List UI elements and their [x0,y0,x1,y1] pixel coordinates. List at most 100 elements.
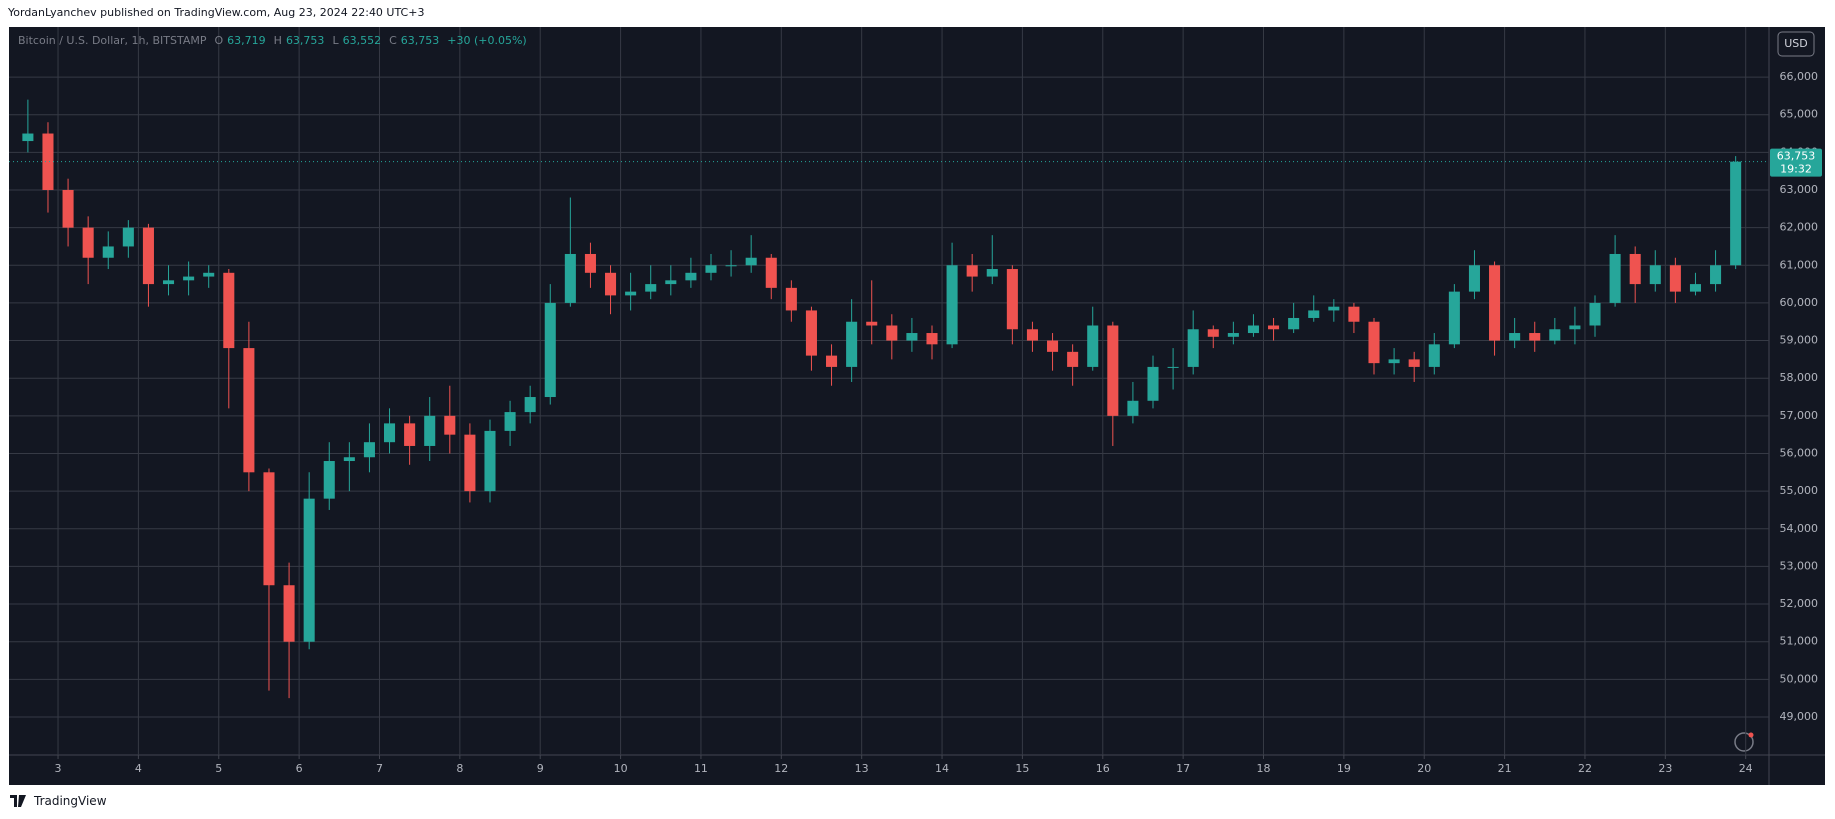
candle-body [444,415,456,435]
replay-icon[interactable] [1734,732,1754,752]
x-tick-label: 4 [135,762,142,775]
x-tick-label: 20 [1417,762,1431,775]
y-tick-label: 53,000 [1780,559,1819,572]
candle-body [122,227,134,247]
candle-body [404,423,416,446]
y-tick-label: 49,000 [1780,710,1819,723]
y-tick-label: 59,000 [1780,334,1819,347]
candle-body [163,280,175,285]
x-tick-label: 6 [296,762,303,775]
x-tick-label: 7 [376,762,383,775]
y-tick-label: 52,000 [1780,597,1819,610]
candle-body [826,355,838,367]
candle-body [263,472,275,586]
y-tick-label: 65,000 [1780,108,1819,121]
footer: TradingView [10,794,107,808]
candle-body [564,253,576,303]
x-tick-label: 19 [1337,762,1351,775]
candle-body [745,257,757,266]
candle-body [685,272,697,281]
candle-body [183,276,195,281]
y-tick-label: 56,000 [1780,446,1819,459]
candle-body [1689,284,1701,292]
x-tick-label: 23 [1658,762,1672,775]
candle-body [1147,366,1159,401]
candle-body [1288,317,1300,330]
candle-body [645,284,657,292]
last-price-tag [1770,148,1822,177]
symbol-legend: Bitcoin / U.S. Dollar, 1h, BITSTAMP O 63,… [18,34,527,47]
candle-body [785,287,797,311]
candle-body [1710,265,1722,285]
candle-body [846,321,858,367]
change-value: +30 (+0.05%) [447,34,527,47]
candle-body [1569,325,1581,330]
candle-body [1368,321,1380,364]
ohlc-key: H [273,34,282,47]
y-tick-label: 50,000 [1780,672,1819,685]
x-tick-label: 10 [614,762,628,775]
candle-body [1408,359,1420,367]
candle-body [926,333,938,345]
candle-body [725,265,737,267]
symbol: Bitcoin / U.S. Dollar, 1h, BITSTAMP [18,34,207,47]
candle-body [1609,253,1621,303]
candle-body [1006,269,1018,330]
candle-body [1529,333,1541,341]
notification-dot [1748,732,1754,738]
currency-button[interactable] [1777,31,1815,57]
candle-body [866,321,878,326]
candle-body [705,265,717,273]
candle-body [1509,333,1521,341]
currency-label: USD [1784,37,1808,50]
x-tick-label: 3 [55,762,62,775]
candle-body [22,133,34,142]
candle-body [805,310,817,356]
candle-body [665,280,677,285]
x-tick-label: 9 [537,762,544,775]
candle-body [1107,325,1119,416]
y-tick-label: 51,000 [1780,635,1819,648]
candle-body [102,246,114,258]
candle-body [223,272,235,349]
candle-body [62,189,74,228]
candle-body [605,272,617,296]
candle-body [1268,325,1280,330]
candle-body [886,325,898,341]
candle-body [986,269,998,277]
y-tick-label: 55,000 [1780,484,1819,497]
candle-body [323,461,335,499]
candle-body [584,253,596,273]
candle-body [946,265,958,345]
candle-body [82,227,94,258]
y-tick-label: 63,000 [1780,183,1819,196]
candle-body [1589,302,1601,326]
grid [9,27,1769,755]
candle-body [1348,306,1360,322]
candle-body [283,585,295,642]
x-tick-label: 5 [215,762,222,775]
y-tick-label: 60,000 [1780,296,1819,309]
attribution: YordanLyanchev published on TradingView.… [8,6,425,19]
ohlc-key: L [332,34,339,47]
chart-panel [9,27,1825,785]
candle-body [966,265,978,277]
candle-body [464,434,476,492]
ohlc-value: 63,552 [342,34,382,47]
candles [22,99,1742,699]
candle-body [1328,306,1340,311]
candle-body [1549,329,1561,341]
y-tick-label: 54,000 [1780,522,1819,535]
candle-body [1227,333,1239,337]
candle-body [484,430,496,492]
x-tick-label: 24 [1739,762,1753,775]
candle-body [1448,291,1460,345]
candle-body [1649,265,1661,285]
last-price-label: 63,753 [1777,150,1816,163]
candle-body [1026,329,1038,341]
candle-body [142,227,154,285]
x-tick-label: 13 [855,762,869,775]
candle-body [203,272,215,277]
x-tick-label: 22 [1578,762,1592,775]
